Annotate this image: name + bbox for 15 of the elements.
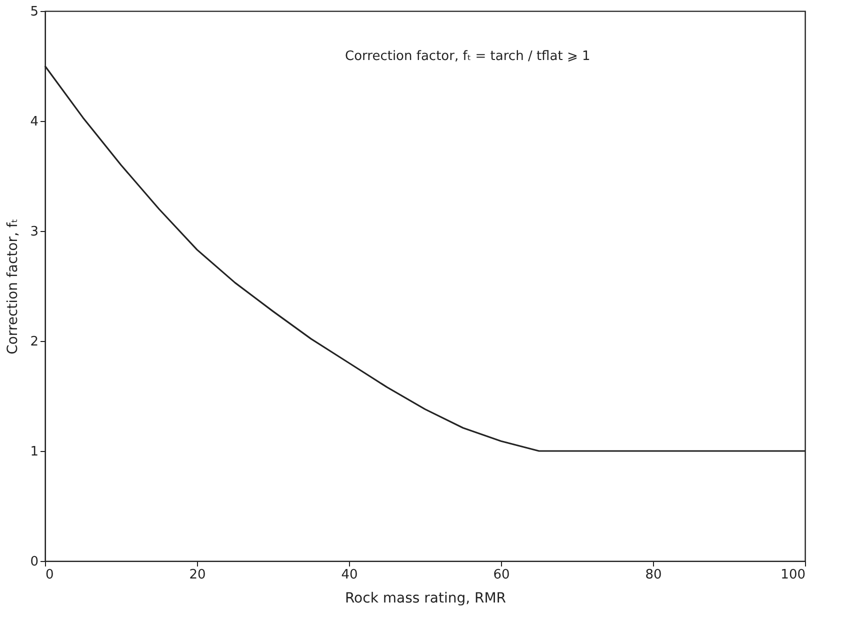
x-tick-label: 0 <box>46 568 54 582</box>
y-axis-title: Correction factor, fₜ <box>5 218 22 354</box>
y-tick-label: 5 <box>30 4 38 20</box>
x-tick-label: 40 <box>341 568 358 582</box>
x-axis-title: Rock mass rating, RMR <box>344 590 506 606</box>
x-tick-label: 60 <box>493 568 510 582</box>
y-tick-label: 3 <box>30 224 38 240</box>
y-tick-label: 1 <box>30 444 38 460</box>
x-tick-label: 100 <box>780 568 806 582</box>
y-tick-label: 2 <box>30 334 38 350</box>
annotation: Correction factor, fₜ = tarch / tflat ⩾ 1 <box>345 49 590 64</box>
y-tick-label: 0 <box>30 554 38 570</box>
y-tick-label: 4 <box>30 114 38 130</box>
x-tick-label: 80 <box>645 568 662 582</box>
x-tick-label: 20 <box>189 568 206 582</box>
